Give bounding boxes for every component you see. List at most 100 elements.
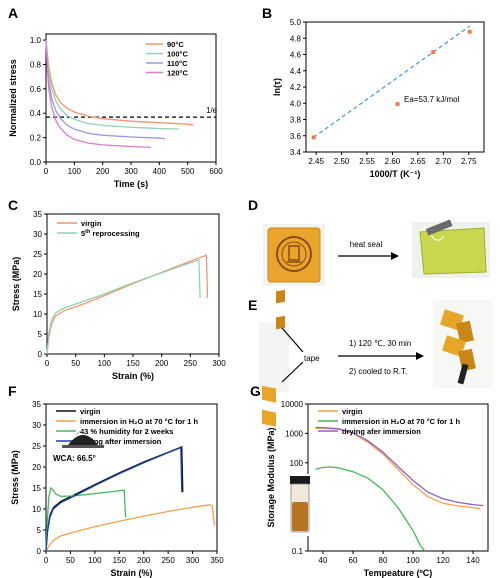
legend-label: 43 % humidity for 2 weeks xyxy=(80,427,173,436)
legend-label-base: 5 xyxy=(81,229,85,238)
humidity-series-line-3 xyxy=(45,446,183,552)
legend-label: drying afer immersion xyxy=(342,427,421,436)
x-tick-label: 150 xyxy=(113,556,127,565)
relaxation-series-line-2 xyxy=(45,40,166,140)
x-tick-label: 2.45 xyxy=(308,157,324,166)
x-tick-label: 50 xyxy=(66,556,75,565)
chart-stress-relaxation: 0 100 200 300 400 500 600 0.0 0.2 0.4 0.6 0.8 1.0 Tim… xyxy=(8,33,223,189)
y-tick-label: 0.1 xyxy=(292,547,304,556)
x-tick-label: 300 xyxy=(212,359,226,368)
legend-label: virgin xyxy=(80,407,101,416)
x-axis-label: Strain (%) xyxy=(112,371,154,381)
x-tick-label: 60 xyxy=(349,556,358,565)
x-tick-label: 2.70 xyxy=(436,157,452,166)
x-tick-label: 100 xyxy=(98,359,112,368)
panel-d-photos: heat seal xyxy=(263,219,490,286)
legend-label: virgin xyxy=(81,219,102,228)
y-tick-label: 0.4 xyxy=(30,109,42,118)
y-tick-label: 3.4 xyxy=(290,148,302,157)
y-tick-label: 100 xyxy=(290,459,304,468)
threshold-label: 1/e xyxy=(206,106,218,115)
x-axis-label: Time (s) xyxy=(114,179,148,189)
y-tick-label: 25 xyxy=(33,250,42,259)
y-tick-label: 1000 xyxy=(285,429,303,438)
panel-letter-b: B xyxy=(262,5,272,21)
legend-label: immersion in H₂O at 70 °C for 1 h xyxy=(80,417,198,426)
y-tick-label: 0.6 xyxy=(30,85,42,94)
y-tick-label: 1.0 xyxy=(30,36,42,45)
y-tick-label: 0.8 xyxy=(30,60,42,69)
x-tick-label: 100 xyxy=(88,556,102,565)
x-axis-label: 1000/T (K⁻¹) xyxy=(370,169,421,179)
y-tick-label: 5 xyxy=(38,330,43,339)
tape-arrow-up xyxy=(281,327,304,353)
panel-letter-c: C xyxy=(8,197,18,213)
y-tick-label: 25 xyxy=(32,442,41,451)
relaxation-series-line-1 xyxy=(45,40,180,130)
y-tick-label: 35 xyxy=(32,400,41,409)
y-tick-label: 4.2 xyxy=(290,83,302,92)
legend-label: 120°C xyxy=(167,69,189,78)
scatter-point-3 xyxy=(467,29,472,34)
y-tick-label: 3.6 xyxy=(290,132,302,141)
panel-e-photos: tape 1) 120 ℃, 30 min 2) cooled to R.T. xyxy=(259,289,493,427)
reprocessing-series-line-0 xyxy=(46,254,209,355)
y-tick-label: 5.0 xyxy=(290,18,302,27)
panel-letter-e: E xyxy=(248,297,257,313)
x-tick-label: 140 xyxy=(466,556,480,565)
y-tick-label: 0.0 xyxy=(30,158,42,167)
y-axis-label: Stress (MPa) xyxy=(10,450,20,505)
y-tick-label: 4.0 xyxy=(290,99,302,108)
panel-letter-g: G xyxy=(250,383,261,399)
x-tick-label: 40 xyxy=(319,556,328,565)
chart-reprocessing-stress-strain: 0 50 100 150 200 250 300 0 5 10 15 20 25 30 35 Strain (… xyxy=(11,210,226,381)
panel-letter-a: A xyxy=(8,5,18,21)
y-tick-label: 0 xyxy=(37,547,42,556)
vial-icon xyxy=(282,474,318,536)
legend-label-sup: th xyxy=(85,229,91,235)
y-tick-label: 30 xyxy=(32,421,41,430)
plot-frame xyxy=(305,21,485,153)
y-axis-label: Stress (MPa) xyxy=(11,257,21,312)
x-tick-label: 200 xyxy=(96,167,110,176)
wca-label: WCA: 66.5° xyxy=(53,454,96,463)
humidity-series-line-2 xyxy=(45,486,127,552)
y-tick-label: 3.8 xyxy=(290,116,302,125)
x-tick-label: 100 xyxy=(68,167,82,176)
plot-frame xyxy=(45,33,217,163)
y-tick-label: 0.2 xyxy=(30,134,42,143)
y-tick-label: 4.4 xyxy=(290,67,302,76)
process-step-1: 1) 120 ℃, 30 min xyxy=(349,339,411,348)
x-tick-label: 0 xyxy=(44,556,49,565)
heat-seal-label: heat seal xyxy=(350,240,383,249)
y-axis-label: Normalized stress xyxy=(8,59,18,137)
spiral-strip-icon xyxy=(440,309,476,385)
y-tick-label: 0 xyxy=(38,350,43,359)
humidity-series-line-1 xyxy=(45,504,216,552)
y-tick-label: 10 xyxy=(33,310,42,319)
x-tick-label: 2.65 xyxy=(410,157,426,166)
y-axis-label: Storage Modulus (MPa) xyxy=(266,427,276,527)
y-tick-label: 20 xyxy=(33,270,42,279)
y-axis-label: ln(τ) xyxy=(272,78,282,96)
x-tick-label: 350 xyxy=(210,556,224,565)
panel-letter-f: F xyxy=(8,383,17,399)
y-tick-label: 4.8 xyxy=(290,34,302,43)
x-tick-label: 100 xyxy=(406,556,420,565)
x-tick-label: 500 xyxy=(181,167,195,176)
tape-arrow-down xyxy=(281,361,304,383)
scatter-point-0 xyxy=(311,135,316,140)
legend-label: drying after immersion xyxy=(80,437,162,446)
legend-label: 100°C xyxy=(167,50,189,59)
y-tick-label: 10 xyxy=(32,505,41,514)
modulus-series-line-2 xyxy=(315,426,484,507)
x-tick-label: 150 xyxy=(126,359,140,368)
x-tick-label: 120 xyxy=(436,556,450,565)
x-tick-label: 250 xyxy=(161,556,175,565)
panel-letter-d: D xyxy=(248,197,258,213)
heat-sealed-bag-icon xyxy=(419,219,487,275)
legend-label: immersion in H₂O at 70 °C for 1 h xyxy=(342,417,460,426)
x-tick-label: 50 xyxy=(71,359,80,368)
legend-label-rest: reprocessing xyxy=(90,229,140,238)
